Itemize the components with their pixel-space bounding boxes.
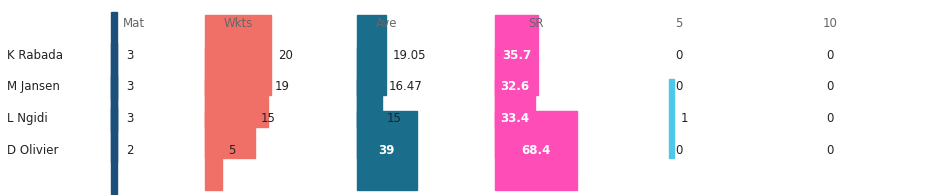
Text: 19: 19 [275, 80, 290, 93]
Text: 0: 0 [675, 80, 683, 93]
Text: 16.47: 16.47 [388, 80, 422, 93]
Text: 3: 3 [126, 80, 133, 93]
Text: 3: 3 [126, 112, 133, 125]
Text: 2: 2 [126, 144, 133, 157]
Text: 0: 0 [675, 144, 683, 157]
Text: Wkts: Wkts [224, 17, 253, 30]
FancyBboxPatch shape [495, 47, 534, 127]
FancyBboxPatch shape [357, 47, 382, 127]
Text: 10: 10 [823, 17, 838, 30]
Text: 33.4: 33.4 [500, 112, 529, 125]
Text: L Ngidi: L Ngidi [7, 112, 48, 125]
FancyBboxPatch shape [495, 15, 537, 95]
FancyBboxPatch shape [357, 79, 380, 158]
Text: 1: 1 [681, 112, 688, 125]
Text: Mat: Mat [123, 17, 145, 30]
Text: 5: 5 [228, 144, 236, 157]
FancyBboxPatch shape [205, 47, 268, 127]
FancyBboxPatch shape [111, 43, 117, 130]
Text: SR: SR [528, 17, 544, 30]
FancyBboxPatch shape [205, 111, 222, 190]
Text: 3: 3 [126, 49, 133, 62]
Text: 19.05: 19.05 [392, 49, 426, 62]
FancyBboxPatch shape [357, 111, 416, 190]
Text: M Jansen: M Jansen [7, 80, 60, 93]
FancyBboxPatch shape [205, 15, 271, 95]
Text: Ave: Ave [376, 17, 398, 30]
Text: 15: 15 [386, 112, 401, 125]
Text: D Olivier: D Olivier [7, 144, 59, 157]
Text: 0: 0 [827, 49, 834, 62]
Text: 32.6: 32.6 [500, 80, 529, 93]
Text: 35.7: 35.7 [501, 49, 531, 62]
FancyBboxPatch shape [111, 107, 117, 194]
Text: 0: 0 [827, 80, 834, 93]
FancyBboxPatch shape [111, 75, 117, 162]
FancyBboxPatch shape [495, 111, 577, 190]
Text: 0: 0 [827, 144, 834, 157]
FancyBboxPatch shape [670, 79, 674, 158]
Text: 39: 39 [378, 144, 395, 157]
Text: 15: 15 [261, 112, 276, 125]
Text: K Rabada: K Rabada [7, 49, 64, 62]
Text: 5: 5 [675, 17, 683, 30]
FancyBboxPatch shape [357, 15, 386, 95]
FancyBboxPatch shape [205, 79, 254, 158]
Text: 0: 0 [827, 112, 834, 125]
FancyBboxPatch shape [495, 79, 535, 158]
Text: 20: 20 [278, 49, 292, 62]
FancyBboxPatch shape [111, 12, 117, 99]
Text: 68.4: 68.4 [522, 144, 550, 157]
Text: 0: 0 [675, 49, 683, 62]
